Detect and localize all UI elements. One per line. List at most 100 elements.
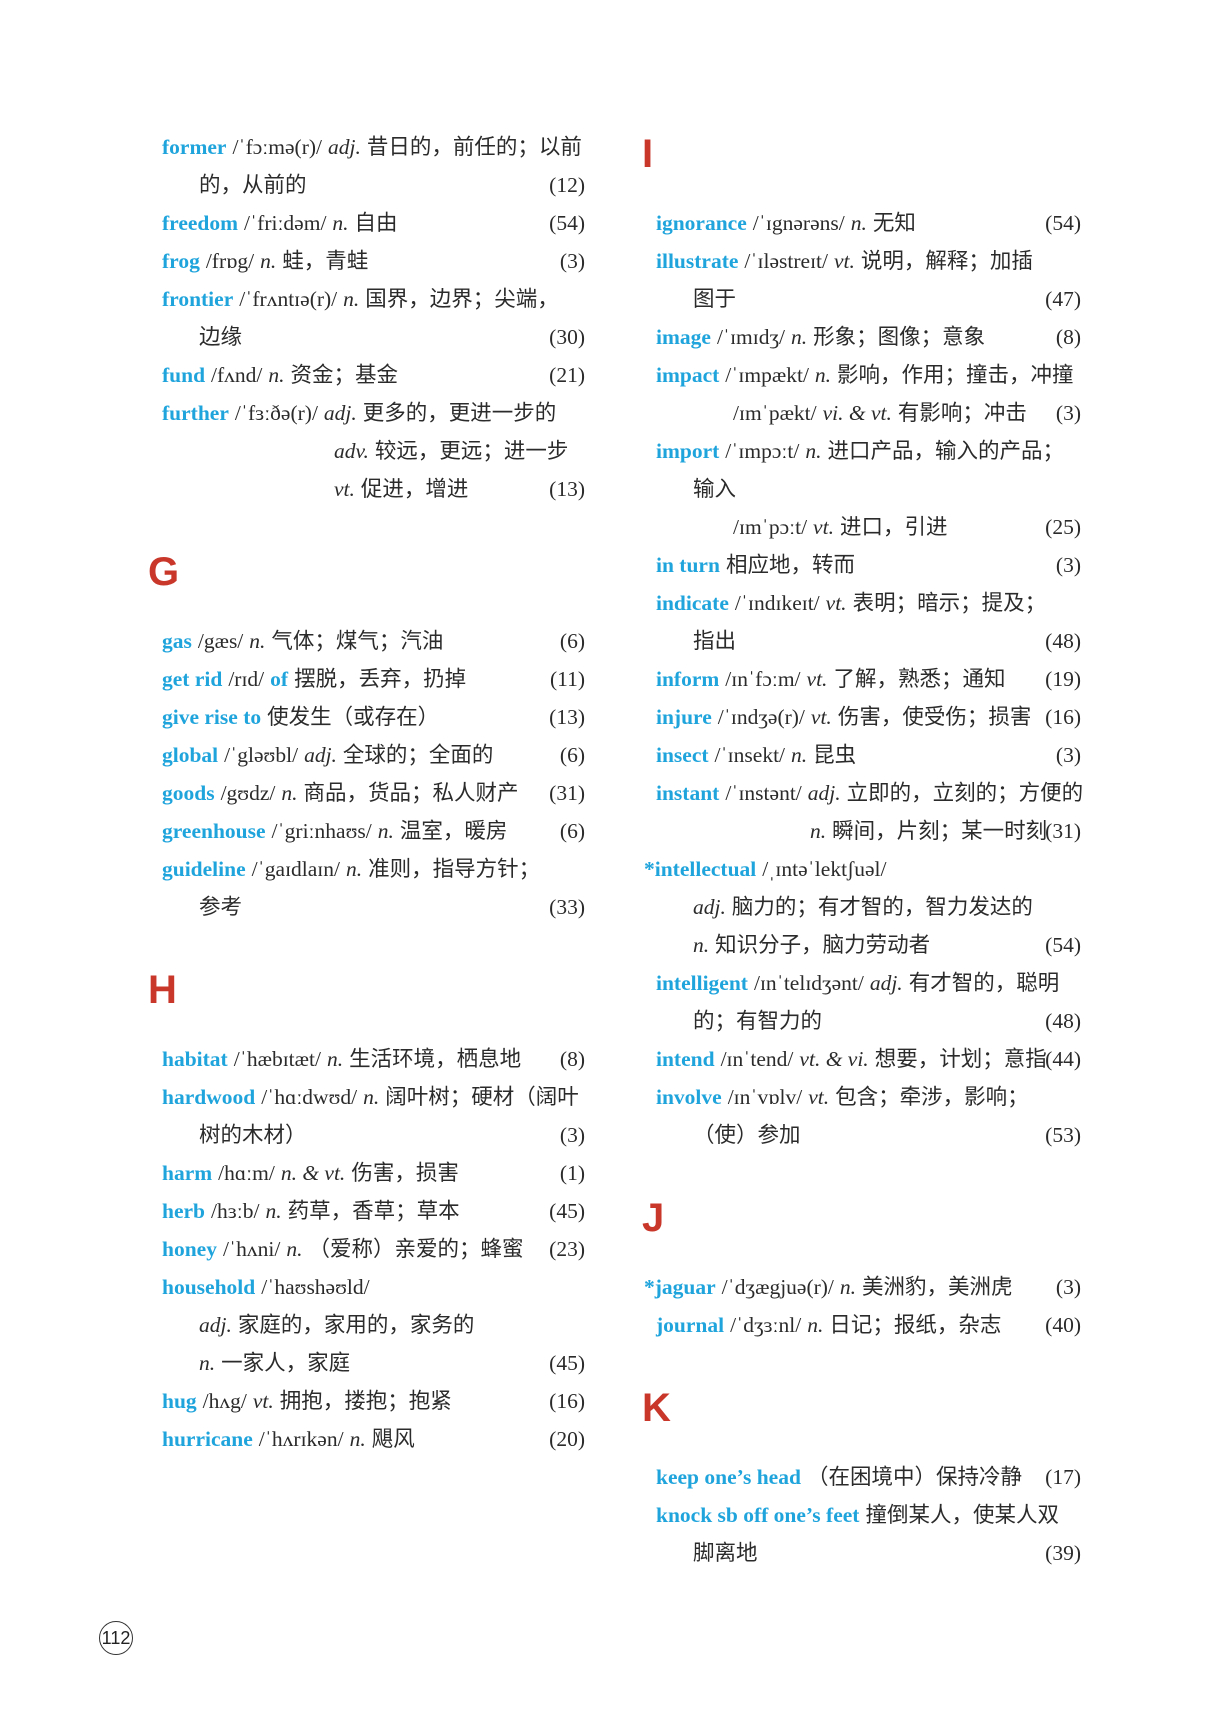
definition: 一家人，家庭 [221,1351,351,1375]
unit-reference: (48) [1045,629,1081,653]
definition: 说明，解释；加插 [860,249,1033,273]
entry-line: global/ˈgləʊbl/adj. 全球的；全面的 (6) [162,736,585,774]
unit-reference: (6) [559,743,585,767]
definition: 拥抱，搂抱；抱紧 [279,1389,452,1413]
phonetic: /ˈɪnsekt/ [714,743,786,767]
headword: herb [162,1199,205,1223]
entry-line: *intellectual/ˌɪntəˈlektʃuəl/ [644,850,1081,888]
definition: 进口，引进 [839,515,948,539]
definition: 图于 [693,287,737,311]
headword: goods [162,781,215,805]
part-of-speech: adj. [693,895,726,919]
part-of-speech: n. & vt. [280,1161,346,1185]
page-number: 112 [99,1621,133,1655]
unit-reference: (20) [549,1427,585,1451]
entry-line: further/ˈfɜːðə(r)/adj. 更多的，更进一步的 [162,394,585,432]
section-letter-header: G [148,508,585,622]
definition: 想要，计划；意指 [874,1047,1047,1071]
entry-line: instant/ˈɪnstənt/adj. 立即的，立刻的；方便的 [656,774,1084,812]
definition: 使发生（或存在） [267,705,440,729]
headword: image [656,325,711,349]
phonetic: /ˈfɜːðə(r)/ [234,401,318,425]
glossary-entry: *jaguar/ˈdʒægjuə(r)/n. 美洲豹，美洲虎 (3) [644,1268,1081,1306]
unit-reference: (45) [549,1351,585,1375]
entry-line: adj. 脑力的；有才智的，智力发达的 [656,888,1081,926]
unit-reference: (19) [1045,667,1081,691]
headword: frontier [162,287,234,311]
unit-reference: (17) [1045,1465,1081,1489]
entry-line: 参考 (33) [162,888,585,926]
glossary-entry: greenhouse/ˈgriːnhaʊs/n. 温室，暖房 (6) [162,812,585,850]
definition: 伤害，使受伤；损害 [837,705,1032,729]
definition: 立即的，立刻的；方便的 [846,781,1084,805]
headword: greenhouse [162,819,266,843]
unit-reference: (47) [1045,287,1081,311]
definition: 阔叶树；硬材（阔叶 [385,1085,579,1109]
definition: 了解，熟悉；通知 [833,667,1006,691]
phonetic: /ɪnˈvɒlv/ [727,1085,803,1109]
entry-line: ignorance/ˈɪgnərəns/n. 无知 (54) [656,204,1081,242]
unit-reference: (13) [549,705,585,729]
part-of-speech: n. [377,819,394,843]
glossary-entry: frontier/ˈfrʌntɪə(r)/n. 国界，边界；尖端， 边缘 (30) [162,280,585,356]
entry-line: hardwood/ˈhɑːdwʊd/n. 阔叶树；硬材（阔叶 [162,1078,585,1116]
entry-line: freedom/ˈfriːdəm/n. 自由 (54) [162,204,585,242]
definition: （使）参加 [693,1123,801,1147]
unit-reference: (31) [1045,819,1081,843]
entry-line: get rid/rɪd/of 摆脱，丢弃，扔掉 (11) [162,660,585,698]
entry-line: n. 瞬间，片刻；某一时刻 (31) [656,812,1081,850]
headword: frog [162,249,200,273]
phonetic: /ˈfriːdəm/ [244,211,327,235]
entry-line: journal/ˈdʒɜːnl/n. 日记；报纸，杂志 (40) [656,1306,1081,1344]
unit-reference: (25) [1045,515,1081,539]
definition: 全球的；全面的 [342,743,494,767]
entry-line: habitat/ˈhæbɪtæt/n. 生活环境，栖息地 (8) [162,1040,585,1078]
definition: 指出 [693,629,737,653]
part-of-speech: vi. & vt. [822,401,892,425]
glossary-entry: household/ˈhaʊshəʊld/adj. 家庭的，家用的，家务的 n. 一家… [162,1268,585,1382]
definition: 进口产品，输入的产品； [827,439,1064,463]
phonetic: /ˈɪndʒə(r)/ [717,705,805,729]
headword: inform [656,667,720,691]
unit-reference: (54) [1045,933,1081,957]
entry-line: guideline/ˈgaɪdlaɪn/n. 准则，指导方针； [162,850,585,888]
headword: global [162,743,219,767]
headword: involve [656,1085,722,1109]
entry-line: keep one’s head （在困境中）保持冷静 (17) [656,1458,1081,1496]
glossary-entry: former/ˈfɔːmə(r)/adj. 昔日的，前任的；以前 的，从前的 (12) [162,128,585,204]
entry-line: indicate/ˈɪndɪkeɪt/vt. 表明；暗示；提及； [656,584,1081,622]
part-of-speech: vt. [810,705,832,729]
entry-line: 输入 [656,470,1081,508]
phonetic: /ˌɪntəˈlektʃuəl/ [762,857,887,881]
headword: fund [162,363,206,387]
glossary-entry: habitat/ˈhæbɪtæt/n. 生活环境，栖息地 (8) [162,1040,585,1078]
glossary-entry: frog/frɒg/n. 蛙，青蛙 (3) [162,242,585,280]
definition: 摆脱，丢弃，扔掉 [294,667,467,691]
entry-line: /ɪmˈpækt/vi. & vt. 有影响；冲击 (3) [656,394,1081,432]
unit-reference: (21) [549,363,585,387]
part-of-speech: n. [343,287,360,311]
left-column: former/ˈfɔːmə(r)/adj. 昔日的，前任的；以前 的，从前的 (12)… [148,128,585,1458]
part-of-speech: adj. [199,1313,232,1337]
headword: knock sb off one’s feet [656,1503,860,1527]
part-of-speech: n. [349,1427,366,1451]
part-of-speech: n. [199,1351,216,1375]
phonetic: /ˈhaʊshəʊld/ [261,1275,370,1299]
definition: 蛙，青蛙 [282,249,369,273]
entry-line: n. 知识分子，脑力劳动者 (54) [656,926,1081,964]
unit-reference: (3) [1055,743,1081,767]
unit-reference: (53) [1045,1123,1081,1147]
headword: hurricane [162,1427,253,1451]
entry-line: greenhouse/ˈgriːnhaʊs/n. 温室，暖房 (6) [162,812,585,850]
part-of-speech: n. [807,1313,824,1337]
glossary-entry: impact/ˈɪmpækt/n. 影响，作用；撞击，冲撞/ɪmˈpækt/vi.… [656,356,1081,432]
section-letter-header: I [642,90,1081,204]
glossary-entry: import/ˈɪmpɔːt/n. 进口产品，输入的产品； 输入/ɪmˈpɔːt/v… [656,432,1081,546]
glossary-entry: instant/ˈɪnstənt/adj. 立即的，立刻的；方便的 n. 瞬间，片刻；… [656,774,1084,850]
part-of-speech: vt. [808,1085,830,1109]
part-of-speech: adv. [334,439,369,463]
definition: 伤害，损害 [351,1161,459,1185]
glossary-entry: insect/ˈɪnsekt/n. 昆虫 (3) [656,736,1081,774]
headword: gas [162,629,192,653]
part-of-speech: n. [249,629,266,653]
